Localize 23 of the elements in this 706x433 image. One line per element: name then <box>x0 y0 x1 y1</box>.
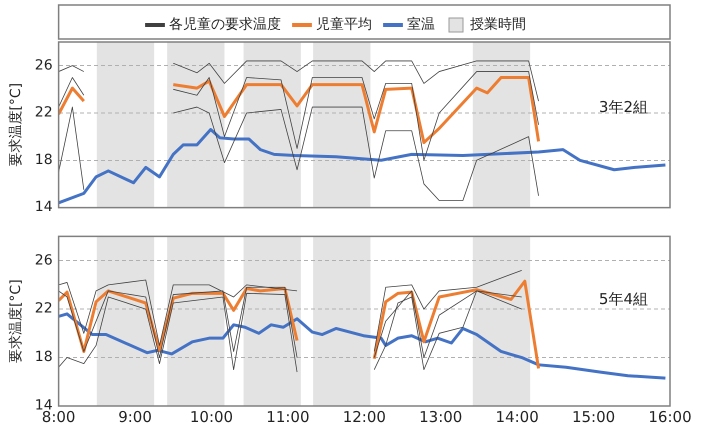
x-tick-label: 11:00 <box>266 408 310 426</box>
y-axis-title: 要求温度[°C] <box>8 82 24 167</box>
legend-label: 児童平均 <box>316 16 372 33</box>
x-tick-label: 9:00 <box>118 408 152 426</box>
x-tick-label: 13:00 <box>419 408 462 426</box>
x-tick-label: 16:00 <box>648 408 692 426</box>
annotation: 3年2組 <box>598 98 648 116</box>
y-axis-title: 要求温度[°C] <box>8 279 24 364</box>
legend-label: 室温 <box>407 16 435 33</box>
legend-label: 各児童の要求温度 <box>169 16 281 33</box>
x-tick-label: 14:00 <box>496 408 539 426</box>
y-tick-label: 22 <box>34 104 53 121</box>
x-tick-label: 15:00 <box>572 408 616 426</box>
y-tick-label: 14 <box>34 199 53 216</box>
y-tick-label: 18 <box>34 152 53 168</box>
y-tick-label: 22 <box>34 300 53 317</box>
x-tick-label: 10:00 <box>190 408 234 426</box>
annotation: 5年4組 <box>598 290 648 308</box>
legend-label: 授業時間 <box>470 16 526 33</box>
x-tick-label: 12:00 <box>342 408 386 426</box>
y-tick-label: 26 <box>34 57 53 74</box>
y-tick-label: 26 <box>34 252 53 268</box>
y-tick-label: 18 <box>34 349 53 366</box>
